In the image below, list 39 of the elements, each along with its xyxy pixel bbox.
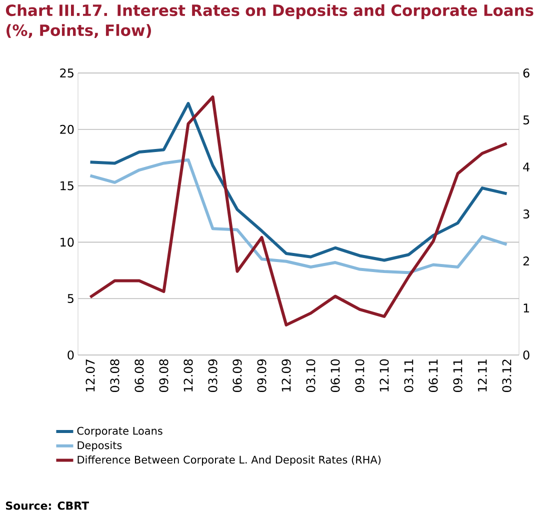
- x-tick-label: 12.07: [86, 360, 95, 392]
- x-tick-label: 06.10: [330, 359, 340, 392]
- x-tick-label: 12.08: [184, 359, 193, 392]
- y2-tick-label: 1: [524, 304, 530, 312]
- x-tick-label: 06.11: [428, 360, 438, 392]
- x-tick-label: 03.12: [502, 360, 512, 392]
- y-tick-label: 20: [60, 124, 74, 134]
- x-tick-label: 12.09: [282, 359, 291, 392]
- y-tick-label: 15: [60, 181, 74, 190]
- source-note: Source: CBRT: [6, 502, 89, 510]
- x-tick-label: 09.10: [355, 359, 364, 392]
- y2-tick-label: 6: [523, 68, 530, 78]
- line-series: [88, 95, 508, 326]
- y-tick-label: 25: [60, 68, 74, 78]
- legend-label: Corporate Loans: [77, 426, 162, 437]
- y2-tick-label: 2: [523, 256, 529, 266]
- x-tick-label: 09.09: [257, 359, 266, 392]
- legend-label: Difference Between Corporate L. And Deposit Rates (RHA): [78, 456, 381, 466]
- x-tick-label: 12.11: [478, 360, 487, 392]
- x-tick-label: 09.08: [159, 359, 168, 392]
- y2-tick-label: 0: [523, 350, 530, 360]
- x-tick-label: 03.09: [208, 359, 218, 392]
- y-tick-label: 10: [60, 238, 74, 247]
- y-tick-label: 5: [68, 294, 74, 304]
- x-tick-label: 03.10: [306, 359, 316, 392]
- x-tick-label: 06.09: [232, 359, 242, 392]
- line-series: [88, 102, 508, 262]
- x-tick-label: 06.08: [134, 359, 144, 392]
- y2-tick-label: 3: [523, 209, 530, 219]
- y-tick-label: 0: [68, 350, 74, 360]
- chart-title: Chart III.17. Interest Rates on Deposits and Corporate Loans (%, Points, Flow): [6, 4, 534, 38]
- x-tick-label: 12.10: [380, 359, 389, 392]
- x-tick-label: 03.08: [110, 359, 120, 392]
- x-tick-label: 03.11: [404, 360, 414, 392]
- line-series: [88, 158, 508, 274]
- x-tick-label: 09.11: [453, 360, 462, 392]
- y2-tick-label: 5: [523, 116, 530, 124]
- legend-label: Deposits: [78, 441, 122, 452]
- y2-tick-label: 4: [523, 162, 530, 172]
